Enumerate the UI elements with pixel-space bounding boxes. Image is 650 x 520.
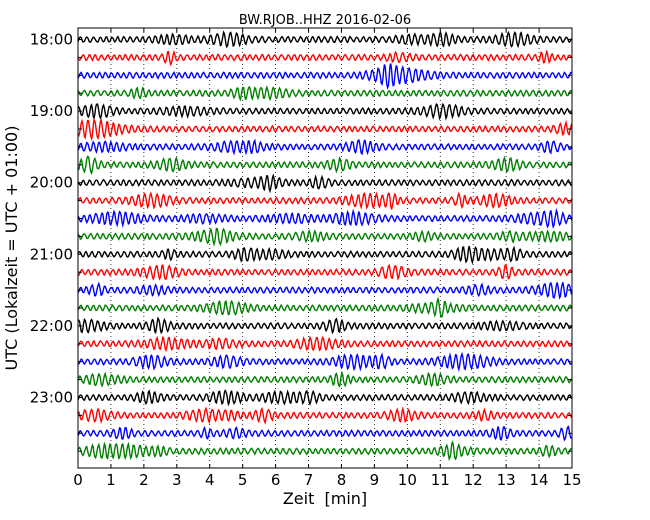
seismogram-trace xyxy=(77,155,573,176)
x-tick-label: 15 xyxy=(562,471,581,489)
seismogram-trace xyxy=(77,227,573,247)
seismogram-trace xyxy=(77,49,573,67)
seismogram-trace xyxy=(77,439,572,462)
x-tick-label: 14 xyxy=(530,471,549,489)
seismogram-trace xyxy=(77,85,573,102)
x-tick-label: 4 xyxy=(205,471,215,489)
x-tick-label: 10 xyxy=(398,471,417,489)
seismogram-trace xyxy=(77,30,573,49)
x-tick-label: 0 xyxy=(73,471,83,489)
y-tick-label: 21:00 xyxy=(30,245,73,263)
y-axis-ticks: 18:00 19:00 20:00 21:00 22:00 23:00 xyxy=(30,31,572,452)
chart-title: BW.RJOB..HHZ 2016-02-06 xyxy=(239,13,411,28)
seismogram-traces xyxy=(77,30,573,462)
seismogram-trace xyxy=(77,102,573,121)
seismogram-trace xyxy=(77,63,573,90)
x-axis-ticks: 0 1 2 3 4 5 6 7 8 9 10 11 12 13 14 15 xyxy=(73,28,582,489)
seismogram-trace xyxy=(77,117,573,142)
plot-frame xyxy=(77,27,573,469)
x-tick-label: 11 xyxy=(431,471,450,489)
seismogram-trace xyxy=(77,335,573,353)
seismogram-trace xyxy=(77,207,573,229)
x-tick-label: 1 xyxy=(106,471,116,489)
x-tick-label: 6 xyxy=(271,471,281,489)
seismogram-trace xyxy=(77,138,573,156)
y-tick-label: 19:00 xyxy=(30,102,73,120)
seismogram-trace xyxy=(77,389,573,407)
seismogram-trace xyxy=(77,281,573,300)
x-tick-label: 2 xyxy=(139,471,149,489)
y-tick-label: 18:00 xyxy=(30,31,73,49)
x-tick-label: 3 xyxy=(172,471,182,489)
seismogram-trace xyxy=(77,316,573,335)
x-axis-label: Zeit [min] xyxy=(283,489,367,508)
seismogram-trace xyxy=(77,245,573,265)
seismogram-trace xyxy=(77,406,573,425)
x-tick-label: 12 xyxy=(464,471,483,489)
seismogram-trace xyxy=(77,296,573,318)
seismogram-trace xyxy=(77,371,573,388)
seismogram-trace xyxy=(77,173,572,194)
x-tick-label: 8 xyxy=(337,471,347,489)
y-tick-label: 20:00 xyxy=(30,174,73,192)
y-tick-label: 22:00 xyxy=(30,317,73,335)
x-tick-label: 9 xyxy=(370,471,380,489)
x-tick-label: 7 xyxy=(304,471,314,489)
seismogram-trace xyxy=(77,425,572,442)
grid-lines xyxy=(110,28,540,468)
seismogram-trace xyxy=(77,191,573,210)
x-tick-label: 13 xyxy=(497,471,516,489)
y-axis-label: UTC (Lokalzeit = UTC + 01:00) xyxy=(2,126,21,371)
seismogram-trace xyxy=(77,263,573,281)
x-tick-label: 5 xyxy=(238,471,248,489)
y-tick-label: 23:00 xyxy=(30,389,73,407)
seismogram-trace xyxy=(77,351,573,373)
